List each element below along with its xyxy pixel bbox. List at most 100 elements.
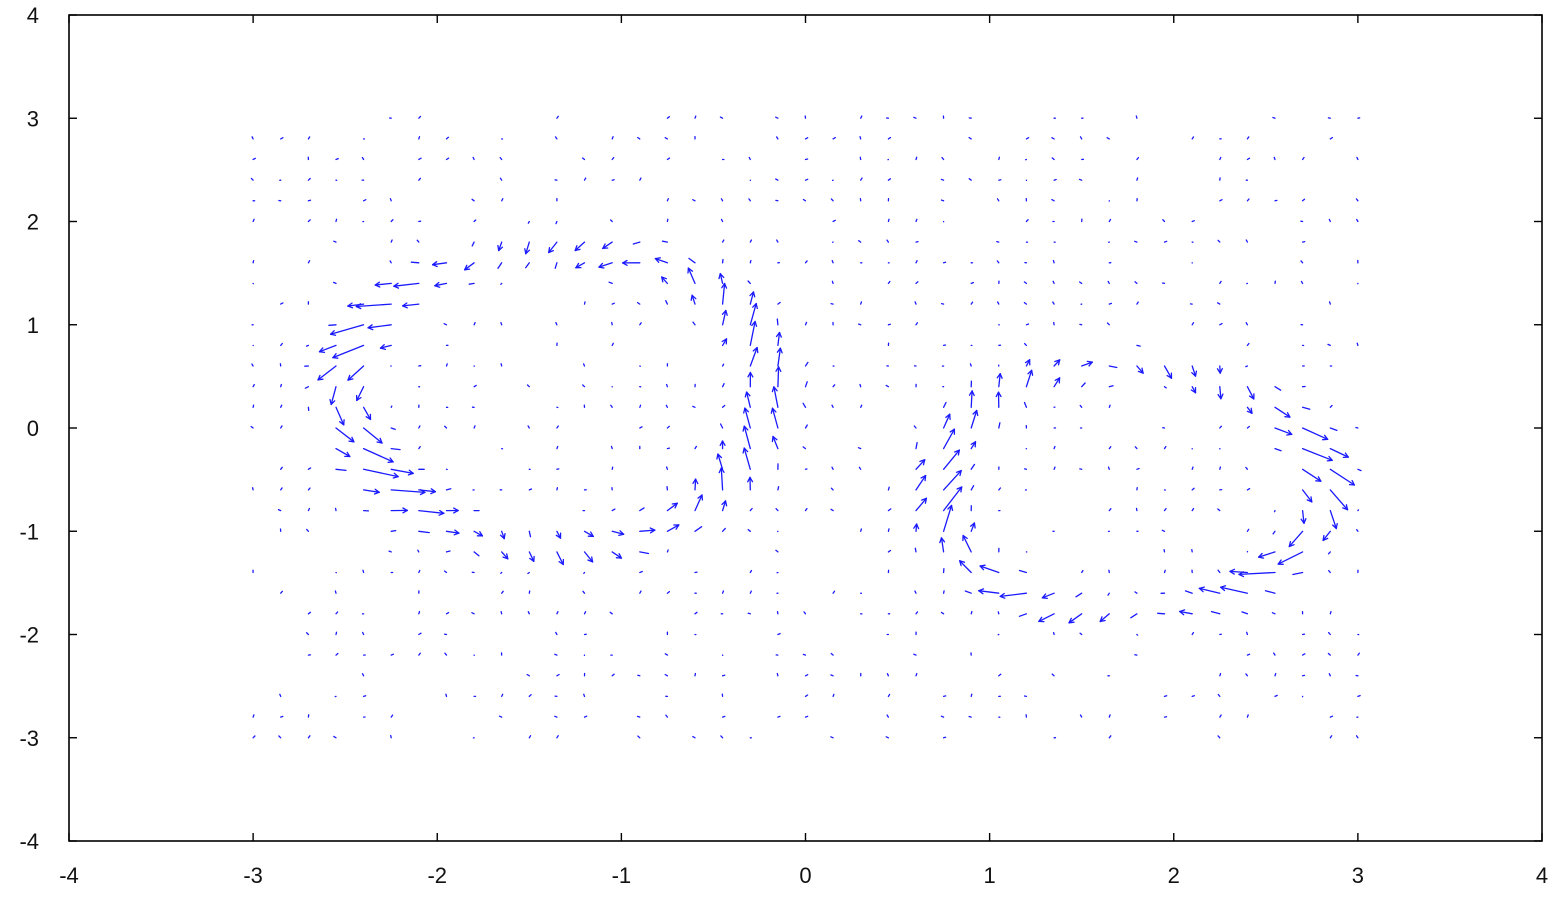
vector-arrowhead: [1229, 568, 1236, 573]
vector-arrow: [1246, 198, 1250, 202]
vector-arrow: [528, 530, 532, 538]
vector-arrow: [362, 199, 367, 202]
vector-arrow: [501, 590, 504, 594]
vector-arrowhead: [649, 529, 656, 534]
vector-arrow: [443, 570, 448, 574]
vector-arrowhead: [374, 488, 380, 493]
vector-arrowhead: [979, 564, 986, 567]
vector-arrowhead: [453, 509, 459, 514]
vector-arrow: [1018, 569, 1028, 574]
vector-arrow: [1277, 551, 1304, 565]
vector-arrowhead: [1219, 367, 1223, 374]
vector-arrow: [665, 300, 669, 305]
y-tick-label: 1: [27, 313, 39, 338]
vector-arrowhead: [772, 435, 778, 441]
vector-arrowhead: [1342, 507, 1349, 511]
vector-arrow: [608, 281, 613, 285]
vector-arrow: [1068, 613, 1083, 624]
vector-arrow: [1327, 652, 1331, 656]
vector-arrow: [500, 610, 503, 615]
vector-arrow: [1051, 157, 1055, 161]
vector-arrow: [1079, 404, 1083, 408]
vector-arrow: [1271, 612, 1276, 615]
vector-arrow: [1327, 631, 1331, 636]
vector-arrow: [720, 735, 724, 739]
vector-arrow: [1217, 569, 1221, 574]
vector-arrow: [1108, 302, 1113, 305]
vector-arrow: [444, 425, 448, 429]
vector-arrow: [610, 404, 613, 408]
vector-arrow: [804, 361, 809, 367]
vector-arrow: [1179, 610, 1193, 615]
vector-arrow: [942, 413, 951, 429]
vector-arrowhead: [1220, 585, 1227, 588]
vector-arrow: [445, 488, 452, 491]
vector-arrowhead: [330, 400, 336, 406]
vector-arrow: [915, 260, 918, 264]
vector-arrowhead: [997, 391, 1002, 398]
vector-arrow: [611, 302, 615, 305]
vector-arrowhead: [393, 282, 399, 287]
vector-arrow: [942, 695, 947, 698]
vector-arrow: [1355, 426, 1359, 429]
vector-arrow: [942, 486, 963, 512]
vector-arrow: [1329, 735, 1333, 739]
vector-arrow: [940, 537, 945, 553]
vector-arrow: [692, 199, 696, 202]
vector-arrow: [860, 301, 863, 305]
vector-arrow: [473, 530, 484, 537]
vector-arrow: [1357, 694, 1361, 698]
vector-arrow: [1219, 199, 1223, 202]
vector-arrowhead: [598, 266, 605, 269]
vector-arrow: [832, 590, 836, 594]
vector-arrow: [418, 610, 421, 615]
vector-arrowhead: [379, 347, 387, 351]
vector-arrowhead: [1288, 540, 1292, 548]
vector-arrowhead: [1300, 518, 1305, 524]
vector-arrow: [637, 136, 641, 140]
vector-arrow: [1108, 714, 1111, 718]
vector-arrow: [554, 653, 558, 656]
vector-arrow: [804, 178, 809, 181]
vector-arrow: [583, 177, 587, 181]
vector-arrow: [556, 551, 564, 566]
vector-arrowhead: [743, 447, 749, 453]
vector-arrow: [1163, 386, 1167, 389]
vector-arrow: [611, 551, 623, 559]
vector-arrowhead: [408, 469, 414, 475]
vector-arrow: [527, 220, 530, 224]
vector-arrow: [858, 240, 862, 243]
vector-arrow: [335, 157, 339, 161]
vector-arrowhead: [771, 407, 777, 413]
vector-arrow: [445, 157, 450, 161]
vector-arrowhead: [548, 249, 554, 254]
vector-arrow: [410, 261, 420, 264]
vector-arrow: [280, 342, 283, 347]
vector-arrowhead: [777, 366, 782, 373]
vector-arrow: [804, 137, 809, 140]
vector-arrow: [1219, 156, 1222, 161]
vector-arrow: [720, 467, 724, 491]
vector-arrow: [830, 736, 834, 739]
vector-arrow: [1274, 427, 1293, 435]
vector-arrow: [970, 693, 973, 698]
vector-arrowhead: [671, 502, 678, 505]
vector-arrow: [1184, 590, 1193, 594]
vector-arrowhead: [1099, 619, 1106, 623]
vector-arrow: [940, 199, 945, 202]
vector-arrowhead: [954, 449, 961, 453]
vector-arrow: [777, 715, 781, 718]
vector-arrow: [830, 652, 834, 656]
vector-arrow: [692, 405, 696, 408]
vector-arrow: [1198, 587, 1221, 594]
vector-arrowhead: [498, 246, 504, 252]
vector-arrowhead: [374, 281, 381, 286]
vector-arrow: [1108, 365, 1118, 369]
vector-arrow: [777, 331, 781, 347]
vector-arrowhead: [749, 291, 755, 297]
vector-arrow: [942, 401, 947, 408]
vector-arrow: [280, 590, 284, 594]
vector-arrow: [998, 422, 1001, 429]
vector-arrowhead: [969, 522, 976, 527]
vector-arrowhead: [430, 491, 437, 495]
